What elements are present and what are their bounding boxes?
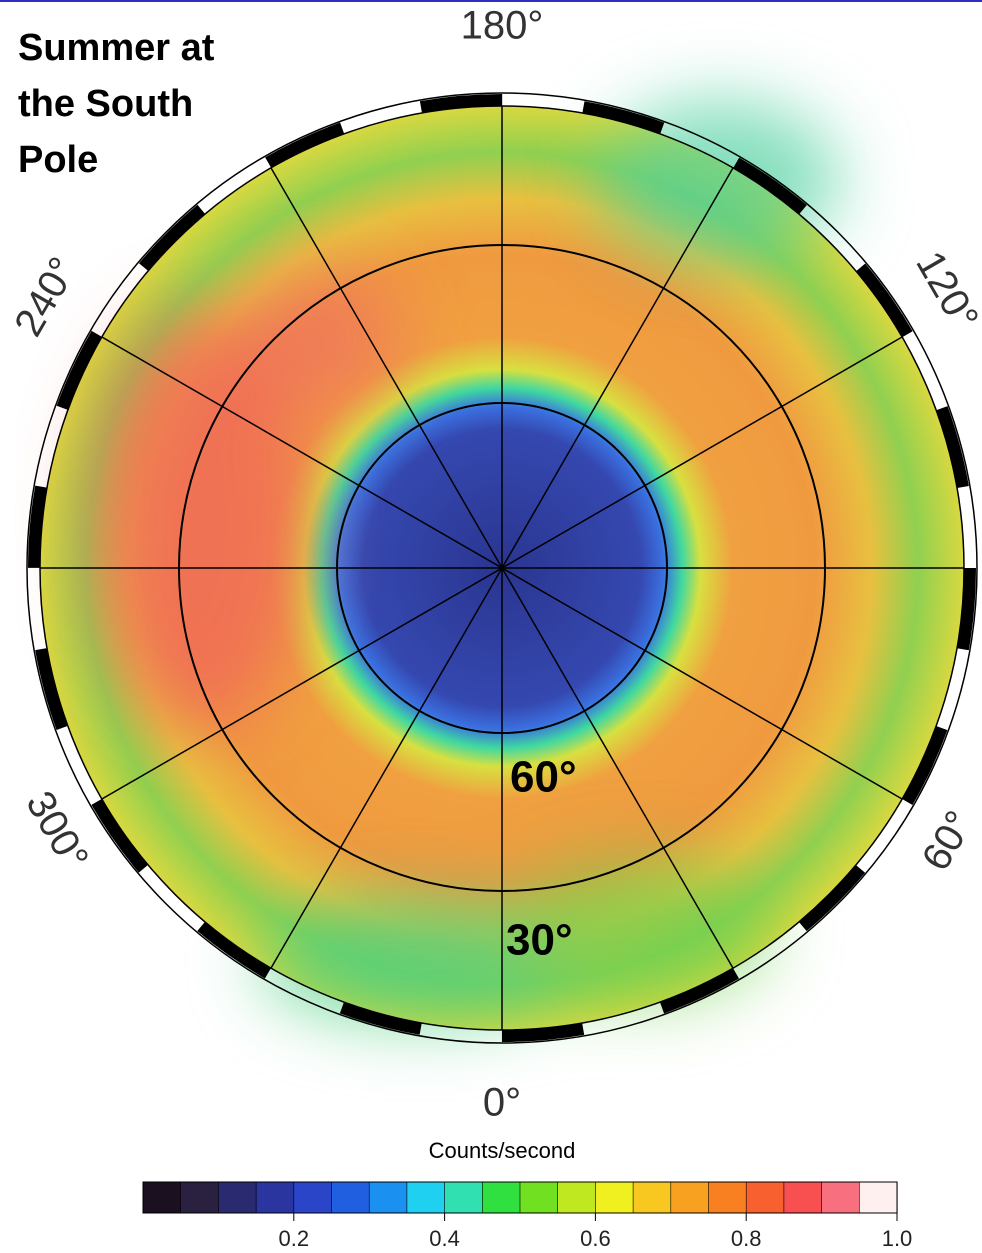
colorbar-tick-label: 0.2 [279,1226,310,1251]
colorbar-cell [218,1182,256,1213]
colorbar: 0.2 0.4 0.6 0.8 1.0 [143,1182,912,1251]
colorbar-cell [143,1182,181,1213]
colorbar-cell [595,1182,633,1213]
colorbar-cell [859,1182,897,1213]
colorbar-cell [520,1182,558,1213]
colorbar-tick-label: 0.4 [429,1226,460,1251]
colorbar-cell [181,1182,219,1213]
colorbar-cell [746,1182,784,1213]
longitude-label: 60° [914,804,982,878]
colorbar-cell [558,1182,596,1213]
longitude-label: 0° [483,1081,521,1125]
longitude-label: 300° [17,784,96,878]
page: 60° 30° Counts/second 0.2 0.4 0.6 0.8 1.0 18… [0,0,982,1253]
longitude-label: 120° [907,244,982,338]
colorbar-cell [822,1182,860,1213]
colorbar-cell [482,1182,520,1213]
colorbar-tick-label: 0.6 [580,1226,611,1251]
colorbar-cell [369,1182,407,1213]
colorbar-cell [294,1182,332,1213]
colorbar-cell [709,1182,747,1213]
longitude-label: 240° [6,250,85,344]
colorbar-cell [671,1182,709,1213]
colorbar-cell [784,1182,822,1213]
colorbar-cell [256,1182,294,1213]
colorbar-label: Counts/second [429,1138,576,1163]
colorbar-tick-label: 1.0 [882,1226,913,1251]
colorbar-cell [407,1182,445,1213]
colorbar-tick-label: 0.8 [731,1226,762,1251]
longitude-label: 180° [461,4,544,48]
colorbar-cell [445,1182,483,1213]
latitude-label: 60° [510,753,577,802]
latitude-label: 30° [506,916,573,965]
colorbar-cell [332,1182,370,1213]
title: Summer at the South Pole [18,20,258,188]
colorbar-cell [633,1182,671,1213]
